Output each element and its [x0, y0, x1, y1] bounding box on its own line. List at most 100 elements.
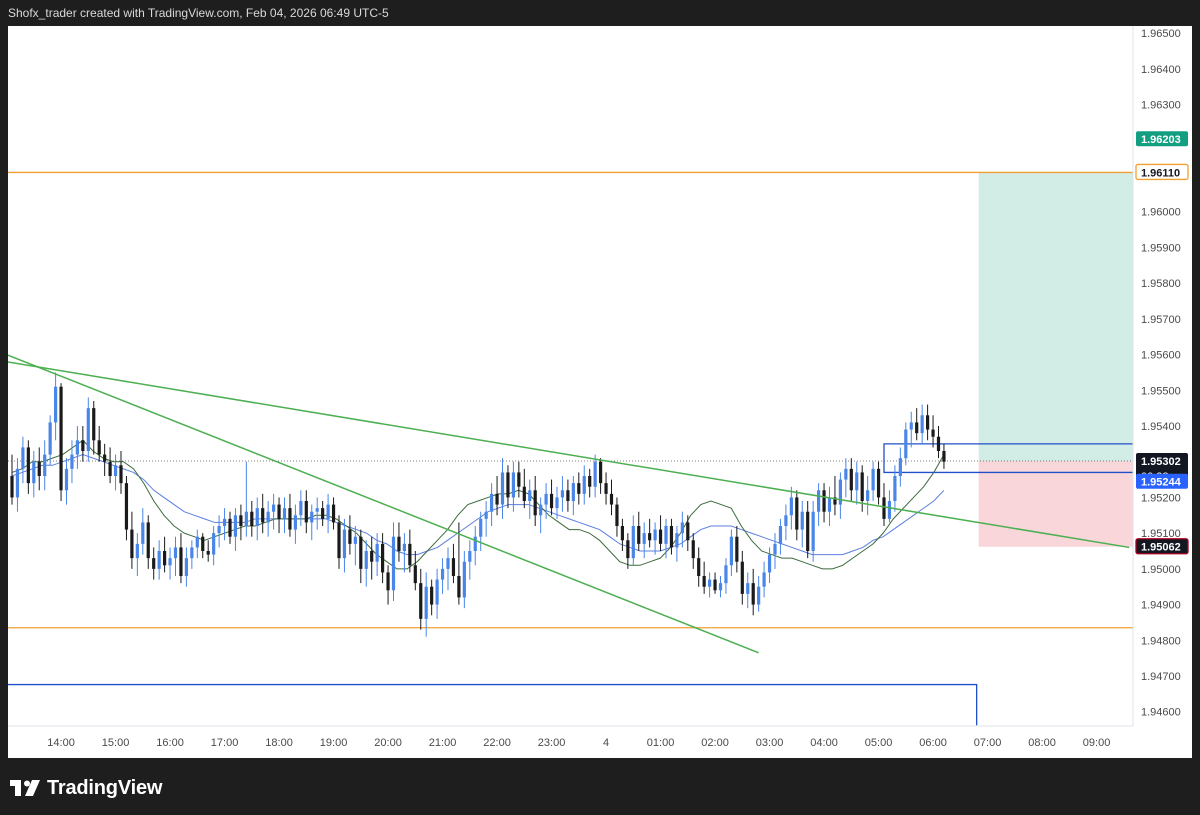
candle-body: [473, 536, 477, 551]
candle: [64, 458, 69, 505]
candle-body: [626, 540, 630, 559]
candle-body: [59, 386, 63, 491]
candle: [588, 468, 592, 498]
price-axis: [1133, 26, 1192, 758]
candle-body: [293, 515, 297, 530]
candle-body: [620, 526, 624, 541]
candle: [250, 501, 254, 537]
chart-pane[interactable]: 1.965001.964001.963001.962001.961001.960…: [8, 26, 1192, 758]
y-tick-label: 1.94700: [1141, 671, 1181, 683]
candle-body: [544, 493, 548, 505]
candle-body: [495, 493, 499, 505]
candle: [424, 572, 428, 637]
candle-body: [838, 479, 842, 505]
candle-body: [381, 543, 385, 573]
price-chart[interactable]: 1.965001.964001.963001.962001.961001.960…: [8, 26, 1192, 758]
brand[interactable]: TradingView: [10, 777, 162, 799]
candle: [495, 476, 499, 516]
candle: [402, 533, 406, 573]
candle: [675, 526, 679, 562]
candle-body: [321, 508, 325, 519]
candle: [157, 540, 161, 580]
candle-body: [21, 447, 25, 469]
stop-zone: [978, 461, 1133, 547]
candle-body: [391, 536, 396, 591]
target-zone: [978, 172, 1133, 461]
candle-body: [664, 526, 668, 544]
candle: [113, 454, 118, 491]
candle-body: [419, 583, 423, 619]
y-tick-label: 1.95400: [1141, 421, 1181, 433]
x-tick-label: 4: [603, 737, 609, 749]
candle: [141, 508, 145, 555]
y-tick-label: 1.95500: [1141, 385, 1181, 397]
candle-body: [26, 447, 30, 484]
candle: [359, 529, 363, 584]
candle: [446, 547, 450, 591]
candle-body: [364, 551, 368, 569]
candle-body: [860, 472, 864, 501]
x-tick-label: 19:00: [320, 737, 348, 749]
candle-body: [817, 490, 821, 512]
candle: [626, 533, 630, 569]
candle: [729, 529, 733, 576]
candle: [37, 447, 41, 491]
candle-body: [680, 522, 684, 534]
candle: [146, 515, 150, 569]
candle: [795, 490, 799, 541]
candle: [239, 504, 243, 541]
blue-box: [883, 443, 1133, 474]
candle-body: [555, 497, 559, 509]
candle-body: [173, 547, 178, 559]
candle: [669, 518, 674, 555]
candle: [331, 497, 336, 530]
candle-body: [533, 490, 537, 516]
candle: [620, 518, 624, 551]
candle: [571, 476, 575, 516]
candle-body: [331, 504, 336, 523]
x-tick-label: 23:00: [538, 737, 566, 749]
x-tick-label: 04:00: [810, 737, 838, 749]
candle: [887, 490, 892, 523]
candle-body: [440, 568, 445, 580]
candle-body: [702, 576, 706, 587]
candle: [784, 504, 788, 541]
candle-body: [855, 472, 859, 491]
candle: [462, 551, 466, 609]
candle-body: [108, 461, 112, 476]
x-tick-label: 21:00: [429, 737, 457, 749]
candle-body: [882, 497, 886, 519]
candle: [272, 493, 276, 530]
candle-body: [806, 511, 810, 551]
x-tick-label: 15:00: [102, 737, 130, 749]
candle-body: [479, 518, 483, 537]
y-tick-label: 1.95900: [1141, 242, 1181, 254]
candle: [838, 472, 842, 519]
candle-body: [904, 429, 908, 459]
candle-body: [370, 551, 374, 562]
candle-body: [686, 522, 690, 541]
candle: [353, 526, 357, 566]
candle: [833, 476, 837, 516]
y-tick-label: 1.96400: [1141, 64, 1181, 76]
candle-body: [866, 490, 870, 501]
candle: [310, 504, 314, 541]
candle: [609, 479, 614, 516]
candle-body: [691, 540, 695, 559]
candle: [299, 490, 303, 526]
trendline-1: [8, 354, 759, 654]
candle-body: [457, 576, 461, 598]
candle: [697, 547, 701, 587]
candle: [419, 568, 423, 630]
candle-body: [795, 497, 799, 530]
blue-level-line: [8, 683, 978, 726]
candle-body: [277, 504, 281, 519]
candle-body: [642, 533, 646, 544]
candle-body: [184, 558, 188, 576]
candle-body: [588, 476, 592, 487]
candle: [920, 404, 924, 444]
candle-body: [64, 468, 69, 491]
candle-body: [413, 565, 417, 584]
candle-body: [48, 422, 52, 455]
candle: [479, 511, 483, 551]
